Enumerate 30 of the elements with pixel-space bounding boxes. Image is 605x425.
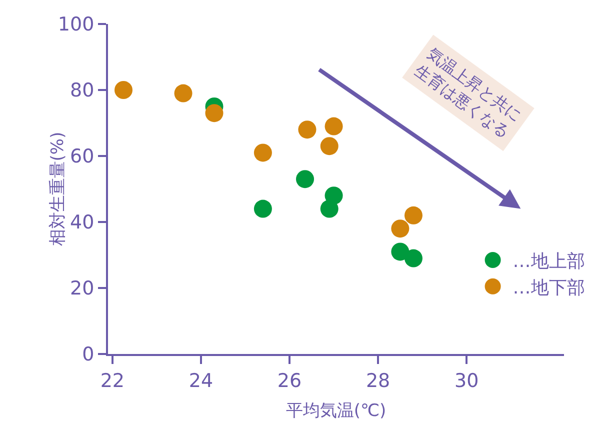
y-tick-label: 100	[58, 14, 94, 36]
point	[320, 137, 338, 156]
x-tick-label: 26	[277, 370, 302, 392]
point	[324, 117, 343, 136]
annotation: 気温上昇と共に 生育は悪くなる	[411, 44, 526, 142]
x-axis-title: 平均気温(℃)	[286, 401, 386, 421]
point	[205, 104, 224, 122]
legend-label: …地下部	[512, 277, 585, 298]
y-tick-label: 80	[70, 80, 94, 102]
point	[174, 84, 192, 102]
y-tick-label: 60	[70, 146, 94, 168]
point	[404, 206, 422, 224]
x-tick-label: 28	[366, 370, 390, 392]
point	[404, 249, 422, 268]
legend-label: …地上部	[512, 251, 585, 272]
point	[114, 81, 132, 99]
point	[296, 170, 314, 188]
point	[254, 144, 272, 162]
y-tick-label: 40	[70, 212, 94, 234]
y-tick-label: 0	[82, 344, 94, 366]
point	[391, 242, 410, 261]
x-tick-label: 24	[188, 370, 214, 392]
point	[254, 200, 272, 218]
x-tick-label: 30	[454, 370, 479, 392]
point	[391, 220, 410, 238]
y-axis-title: 相対生重量(%)	[48, 132, 68, 246]
y-tick-label: 20	[70, 278, 94, 300]
x-tick-label: 22	[100, 370, 125, 392]
point	[298, 120, 316, 139]
point	[320, 200, 338, 218]
